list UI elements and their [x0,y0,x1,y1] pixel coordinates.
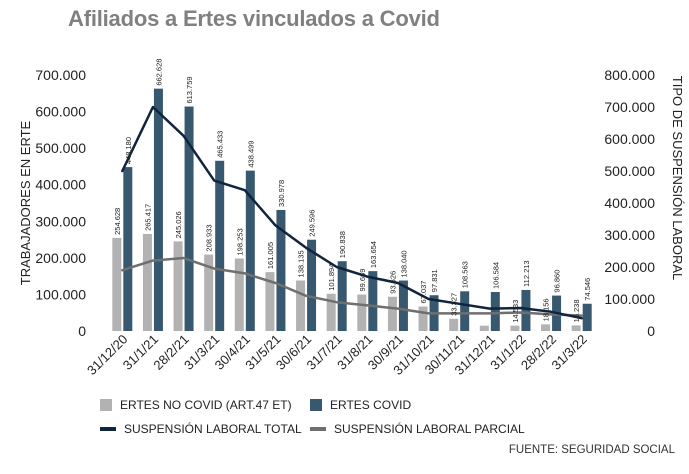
data-label-no-covid: 15.238 [572,299,581,322]
x-tick-label: 31/12/20 [84,332,130,378]
data-label-no-covid: 67.037 [419,281,428,304]
bar-no-covid [204,254,214,331]
bar-covid [521,289,531,331]
y-tick-label: 700.000 [35,67,86,83]
data-label-no-covid: 254.628 [113,208,122,235]
legend-item-covid: ERTES COVID [310,398,411,412]
legend-swatch-total [100,427,116,431]
legend-swatch-no-covid [100,399,112,411]
data-label-covid: 330.978 [277,180,286,207]
y2-tick-label: 600.000 [604,131,655,147]
y-axis-label: TRABAJADORES EN ERTE [18,120,33,285]
bar-covid [307,239,317,331]
data-label-covid: 112.213 [522,260,531,287]
legend-item-partial: SUSPENSIÓN LABORAL PARCIAL [310,422,525,436]
bar-covid [582,303,592,331]
bar-no-covid [541,324,551,331]
line-total-suspension [121,105,583,320]
data-label-no-covid: 101.894 [327,264,336,291]
y2-tick-label: 100.000 [604,291,655,307]
legend: ERTES NO COVID (ART.47 ET) ERTES COVID S… [100,398,570,444]
data-label-covid: 613.759 [185,76,194,103]
bar-no-covid [387,296,397,331]
data-label-covid: 163.654 [369,241,378,268]
chart-title: Afiliados a Ertes vinculados a Covid [68,6,440,31]
y2-tick-label: 0 [647,323,655,339]
y2-tick-label: 800.000 [604,67,655,83]
data-label-no-covid: 208.933 [205,224,214,251]
data-label-covid: 97.831 [430,269,439,292]
bar-covid [123,167,133,331]
bar-no-covid [510,325,520,331]
line-partial-suspension [121,256,583,317]
bar-covid [215,160,225,331]
y-tick-label: 400.000 [35,177,86,193]
data-label-covid: 138.040 [399,250,408,277]
data-label-no-covid: 161.005 [266,242,275,269]
data-label-no-covid: 33.327 [450,293,459,316]
data-label-no-covid: 18.156 [542,298,551,321]
y-tick-label: 100.000 [35,286,86,302]
y-tick-label: 600.000 [35,104,86,120]
data-label-covid: 465.433 [216,131,225,158]
data-label-covid: 74.546 [583,278,592,301]
data-label-no-covid: 265.417 [143,204,152,231]
bar-no-covid [571,325,581,331]
legend-item-total: SUSPENSIÓN LABORAL TOTAL [100,422,302,436]
bar-covid [337,261,347,331]
y2-tick-label: 300.000 [604,227,655,243]
y2-tick-label: 700.000 [604,99,655,115]
data-label-no-covid: 245.026 [174,211,183,238]
bar-covid [398,280,408,331]
bar-covid [245,170,255,331]
bar-no-covid [173,241,183,331]
bar-covid [460,291,470,331]
legend-swatch-partial [310,427,326,431]
legend-swatch-covid [310,399,322,411]
bar-no-covid [479,325,489,331]
y-tick-label: 0 [78,323,86,339]
y-tick-label: 200.000 [35,250,86,266]
legend-label-partial: SUSPENSIÓN LABORAL PARCIAL [334,422,525,436]
legend-item-no-covid: ERTES NO COVID (ART.47 ET) [100,398,292,412]
data-label-no-covid: 14.533 [511,300,520,323]
bar-no-covid [142,233,152,331]
data-label-covid: 448.180 [124,137,133,164]
legend-label-covid: ERTES COVID [330,398,412,412]
bar-no-covid [449,318,459,331]
data-label-no-covid: 138.135 [297,250,306,277]
source-note: FUENTE: SEGURIDAD SOCIAL [508,444,675,456]
bar-covid [153,88,163,331]
y2-tick-label: 500.000 [604,163,655,179]
data-label-covid: 190.838 [338,231,347,258]
data-label-covid: 249.596 [308,210,317,237]
data-label-covid: 106.584 [491,262,500,289]
data-label-covid: 108.563 [461,261,470,288]
bar-covid [490,292,500,331]
data-label-no-covid: 198.253 [235,228,244,255]
bar-no-covid [112,237,122,331]
bar-covid [276,209,286,331]
y2-tick-label: 200.000 [604,259,655,275]
y-tick-label: 500.000 [35,140,86,156]
y-tick-label: 300.000 [35,213,86,229]
data-label-covid: 96.860 [553,270,562,293]
bar-covid [368,271,378,331]
data-label-covid: 662.628 [154,59,163,86]
bar-no-covid [326,293,336,331]
bar-covid [184,106,194,331]
legend-label-no-covid: ERTES NO COVID (ART.47 ET) [120,398,292,412]
legend-label-total: SUSPENSIÓN LABORAL TOTAL [124,422,302,436]
y2-tick-label: 400.000 [604,195,655,211]
data-label-covid: 438.499 [246,141,255,168]
bar-no-covid [234,258,244,331]
y2-axis-label: TIPO DE SUSPENSIÓN LABORAL [670,76,685,280]
data-label-no-covid: 93.626 [388,271,397,294]
bar-no-covid [296,280,306,331]
bar-no-covid [418,306,428,331]
bar-no-covid [357,294,367,331]
data-label-no-covid: 99.669 [358,269,367,292]
bar-no-covid [265,272,275,331]
